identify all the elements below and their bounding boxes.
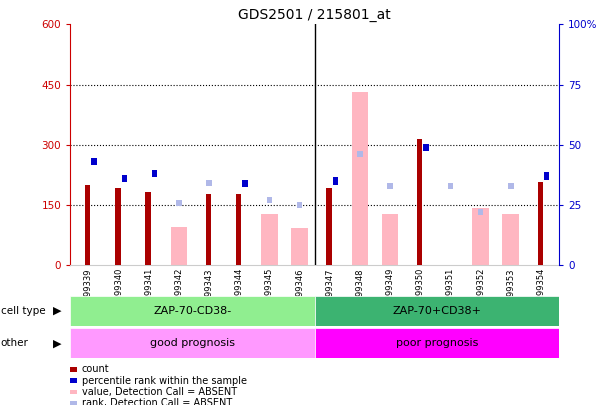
Bar bbox=[315, 296, 559, 326]
Text: other: other bbox=[1, 338, 29, 348]
Text: poor prognosis: poor prognosis bbox=[396, 338, 478, 348]
Bar bbox=[315, 328, 559, 358]
Bar bbox=[423, 144, 429, 151]
Bar bbox=[145, 192, 151, 265]
Text: ▶: ▶ bbox=[53, 306, 61, 316]
Bar bbox=[478, 209, 483, 215]
Bar bbox=[502, 214, 519, 265]
Text: rank, Detection Call = ABSENT: rank, Detection Call = ABSENT bbox=[82, 399, 232, 405]
Bar bbox=[472, 208, 489, 265]
Bar bbox=[85, 185, 90, 265]
Bar bbox=[70, 296, 315, 326]
Bar bbox=[115, 188, 120, 265]
Bar bbox=[544, 173, 549, 180]
Bar bbox=[382, 214, 398, 265]
Bar bbox=[351, 92, 368, 265]
Text: ZAP-70-CD38-: ZAP-70-CD38- bbox=[153, 306, 232, 316]
Text: ZAP-70+CD38+: ZAP-70+CD38+ bbox=[392, 306, 481, 316]
Bar bbox=[291, 228, 308, 265]
Bar bbox=[508, 183, 513, 189]
Bar bbox=[207, 180, 212, 186]
Text: ▶: ▶ bbox=[53, 338, 61, 348]
Bar bbox=[70, 328, 315, 358]
Bar bbox=[176, 200, 181, 206]
Bar bbox=[417, 139, 422, 265]
Text: percentile rank within the sample: percentile rank within the sample bbox=[82, 376, 247, 386]
Bar bbox=[333, 177, 338, 185]
Bar bbox=[448, 183, 453, 189]
Text: count: count bbox=[82, 364, 109, 374]
Bar bbox=[297, 202, 302, 208]
Bar bbox=[261, 214, 278, 265]
Bar bbox=[387, 183, 393, 189]
Bar bbox=[122, 175, 127, 182]
Bar bbox=[326, 188, 332, 265]
Bar bbox=[538, 182, 543, 265]
Text: cell type: cell type bbox=[1, 306, 45, 316]
Text: good prognosis: good prognosis bbox=[150, 338, 235, 348]
Bar bbox=[266, 197, 272, 203]
Bar bbox=[152, 170, 157, 177]
Title: GDS2501 / 215801_at: GDS2501 / 215801_at bbox=[238, 8, 391, 22]
Bar bbox=[92, 158, 97, 165]
Bar bbox=[170, 227, 187, 265]
Bar bbox=[236, 194, 241, 265]
Text: value, Detection Call = ABSENT: value, Detection Call = ABSENT bbox=[82, 387, 237, 397]
Bar bbox=[357, 151, 363, 158]
Bar bbox=[242, 180, 247, 187]
Bar bbox=[206, 194, 211, 265]
